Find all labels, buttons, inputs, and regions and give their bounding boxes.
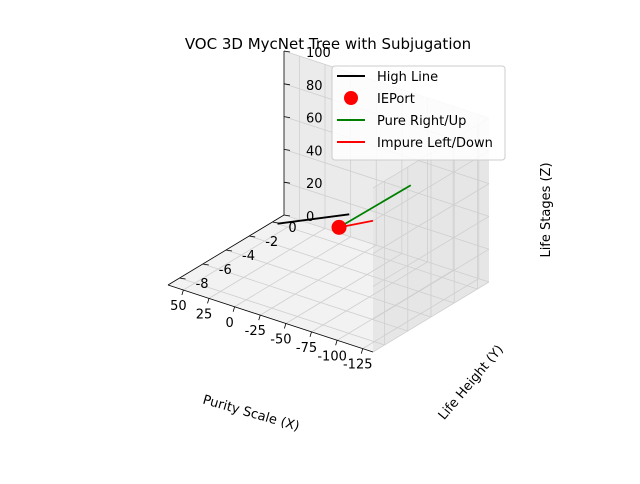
z-tick-label: 100: [306, 46, 331, 61]
x-tick-label: 0: [225, 316, 233, 331]
legend-box: [331, 65, 506, 161]
x-tick-label: -75: [296, 341, 317, 356]
y-tick-mark: [225, 249, 233, 252]
x-tick-label: -50: [270, 333, 291, 348]
legend-label: Pure Right/Up: [377, 114, 466, 129]
x-tick-label: -25: [245, 324, 266, 339]
x-tick-mark: [258, 315, 261, 321]
y-axis-label: Life Height (Y): [436, 342, 507, 423]
grid-line-z-side: [372, 281, 490, 353]
y-tick-mark: [249, 235, 256, 238]
grid-line-y-floor: [202, 263, 408, 332]
y-tick-mark: [272, 221, 279, 224]
series-marker: [331, 219, 347, 235]
z-tick-mark: [283, 50, 291, 53]
y-tick-label: -6: [219, 263, 232, 278]
legend-label: Impure Left/Down: [377, 136, 493, 151]
legend-marker: [344, 91, 358, 105]
z-tick-label: 60: [306, 112, 323, 127]
y-tick-mark: [202, 263, 209, 266]
z-tick-mark: [283, 83, 291, 86]
x-tick-mark: [232, 306, 236, 312]
tick-labels: -125-100-75-50-2502550-8-6-4-20020406080…: [170, 46, 372, 373]
axis-lines: [167, 50, 374, 354]
grid-line-z-side: [372, 248, 490, 320]
x-tick-mark: [181, 289, 184, 296]
z-tick-mark: [283, 214, 291, 217]
series-line: [277, 213, 350, 225]
x-axis-label: Purity Scale (X): [201, 393, 301, 435]
x-tick-mark: [335, 340, 338, 346]
x-tick-mark: [309, 331, 312, 338]
grid-line-z-back: [283, 149, 490, 217]
z-tick-label: 20: [306, 177, 323, 192]
grid-line-z-back: [283, 214, 490, 283]
x-tick-mark: [283, 323, 287, 329]
x-tick-label: 50: [170, 299, 187, 314]
y-tick-label: -8: [196, 277, 209, 292]
y-tick-label: 0: [288, 221, 296, 236]
legend: High Line IEPort Pure Right/Up Impure Left/…: [331, 65, 506, 161]
series-line: [338, 184, 412, 229]
z-tick-mark: [283, 181, 291, 184]
series-layer: [277, 184, 412, 235]
grid-line-y-floor: [225, 249, 432, 318]
y-tick-label: -2: [265, 235, 278, 250]
z-tick-label: 0: [306, 210, 314, 225]
grid-line-y-floor: [179, 277, 385, 346]
chart-title: VOC 3D MycNet Tree with Subjugation: [185, 35, 471, 53]
x-tick-mark: [207, 298, 210, 304]
legend-label: High Line: [377, 70, 438, 85]
grid-line-z-side: [372, 183, 490, 254]
x-tick-label: -125: [343, 358, 373, 373]
x-tick-label: -100: [317, 349, 347, 364]
y-tick-mark: [179, 277, 186, 280]
z-tick-label: 40: [306, 144, 323, 159]
z-tick-mark: [283, 149, 291, 151]
x-tick-label: 25: [196, 307, 213, 322]
grid-line-z-side: [372, 150, 490, 222]
z-tick-label: 80: [306, 79, 323, 94]
y-tick-label: -4: [242, 249, 255, 264]
grid-line-y-floor: [249, 235, 455, 304]
legend-label: IEPort: [377, 92, 415, 107]
grid-line-y-floor: [272, 221, 478, 290]
x-axis-line: [167, 284, 374, 353]
x-tick-mark: [360, 348, 364, 354]
z-tick-mark: [283, 116, 291, 118]
grid-line-z-side: [372, 216, 490, 287]
z-axis-label: Life Stages (Z): [539, 162, 554, 257]
grid-line-z-back: [283, 181, 490, 250]
